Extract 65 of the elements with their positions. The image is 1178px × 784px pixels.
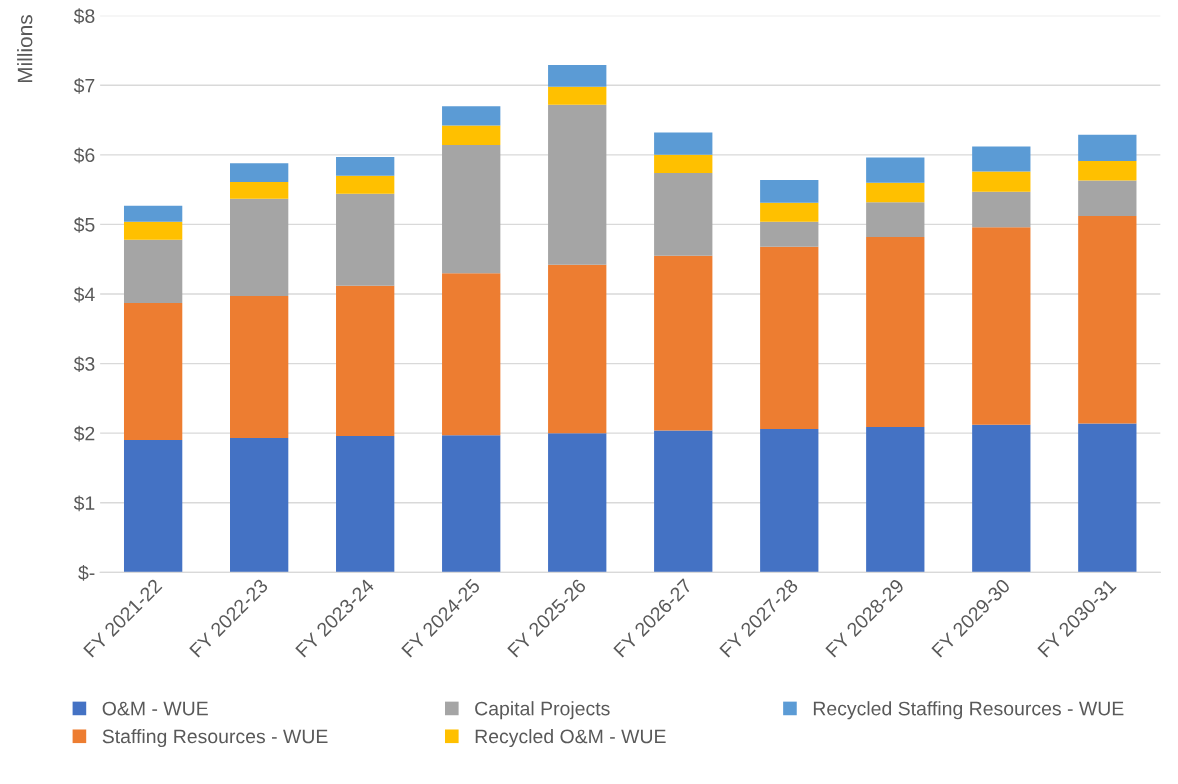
bar [654, 430, 713, 573]
bar [336, 435, 395, 573]
bar [442, 125, 501, 146]
y-tick-label: $8 [73, 8, 95, 25]
y-tick-label: $6 [73, 147, 95, 164]
bar [123, 303, 183, 441]
bar [123, 440, 183, 573]
legend-label: Capital Projects [475, 701, 610, 720]
bar [760, 202, 819, 222]
bar [1078, 134, 1137, 162]
bar [1078, 180, 1137, 217]
bar [972, 424, 1031, 573]
y-tick-label: $2 [73, 425, 95, 442]
bar [548, 264, 607, 434]
bar [760, 428, 819, 573]
bar [866, 236, 925, 427]
legend-label: O&M - WUE [102, 701, 208, 716]
bar [1078, 216, 1137, 424]
bar [336, 193, 395, 286]
bar [972, 191, 1031, 228]
bar [654, 172, 713, 256]
bar [972, 171, 1031, 192]
bar [760, 179, 819, 203]
y-tick-label: $4 [73, 286, 95, 303]
bar [548, 433, 607, 573]
bar [654, 132, 713, 155]
y-tick-label: $3 [73, 356, 95, 372]
bar [123, 239, 183, 304]
y-tick-label: $5 [73, 217, 95, 233]
bar [230, 181, 289, 199]
bar [866, 182, 925, 203]
bar [230, 198, 289, 297]
bar [972, 146, 1031, 172]
bar [442, 435, 501, 573]
bar [866, 202, 925, 237]
bar [123, 221, 183, 240]
bar [230, 438, 289, 573]
bar [760, 221, 819, 247]
bar [654, 255, 713, 431]
bar [336, 285, 395, 436]
bar [866, 157, 925, 183]
bar [230, 296, 289, 439]
bar [442, 145, 501, 274]
bar [548, 86, 607, 105]
bar [548, 65, 607, 87]
bar [1078, 161, 1137, 181]
y-tick-label: $1 [73, 495, 95, 512]
bar [1078, 423, 1137, 573]
legend-label: Staffing Resources - WUE [102, 729, 328, 748]
bar [654, 154, 713, 173]
bar [442, 273, 501, 436]
y-tick-label: $7 [73, 77, 95, 94]
legend-label: Recycled Staffing Resources - WUE [813, 701, 1124, 720]
y-axis-title: Millions [17, 15, 33, 83]
bar [866, 426, 925, 573]
bar [336, 156, 395, 176]
bar [230, 163, 289, 182]
bar [442, 106, 501, 126]
y-tick-label: $- [78, 564, 95, 581]
bar [123, 205, 183, 222]
bar [972, 227, 1031, 425]
bar [760, 246, 819, 429]
bar [548, 104, 607, 265]
bar [336, 175, 395, 194]
legend-label: Recycled O&M - WUE [475, 729, 666, 748]
